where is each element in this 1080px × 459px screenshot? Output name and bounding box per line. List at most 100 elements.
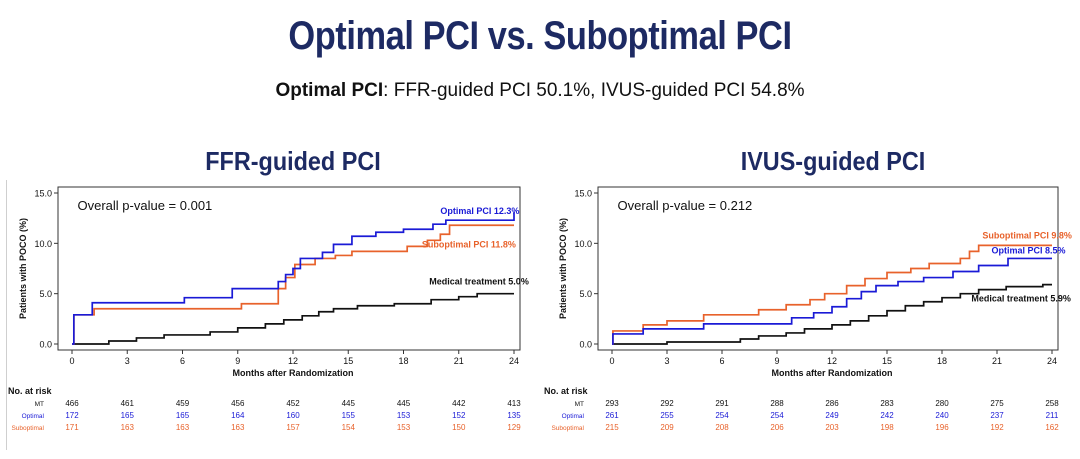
left-divider — [6, 180, 7, 450]
mt-survival-line — [612, 283, 1052, 345]
risk-value-optimal: 155 — [342, 411, 356, 420]
y-tick-label: 0.0 — [579, 340, 592, 350]
risk-row-label-mt: MT — [575, 401, 584, 408]
subtitle-rest: : FFR-guided PCI 50.1%, IVUS-guided PCI … — [383, 80, 805, 101]
mt-series-label: Medical treatment 5.9% — [971, 294, 1071, 304]
mt-series-label: Medical treatment 5.0% — [429, 277, 529, 287]
risk-row-label-mt: MT — [35, 401, 44, 408]
risk-value-mt: 459 — [176, 399, 190, 408]
suboptimal-series-label: Suboptimal PCI 9.8% — [982, 230, 1072, 240]
ivus-panel-title: IVUS-guided PCI — [740, 146, 926, 176]
risk-value-suboptimal: 150 — [452, 423, 466, 432]
risk-value-suboptimal: 162 — [1045, 423, 1059, 432]
risk-value-mt: 283 — [880, 399, 894, 408]
risk-value-optimal: 240 — [935, 411, 949, 420]
risk-value-mt: 292 — [660, 399, 674, 408]
y-axis-label: Patients with POCO (%) — [558, 218, 568, 319]
risk-value-mt: 445 — [397, 399, 411, 408]
risk-value-mt: 413 — [507, 399, 521, 408]
risk-value-mt: 280 — [935, 399, 949, 408]
risk-value-suboptimal: 129 — [507, 423, 521, 432]
risk-value-mt: 275 — [990, 399, 1004, 408]
risk-row-label-suboptimal: Suboptimal — [11, 425, 44, 432]
risk-value-mt: 445 — [342, 399, 356, 408]
risk-value-suboptimal: 215 — [605, 423, 619, 432]
risk-value-suboptimal: 203 — [825, 423, 839, 432]
risk-value-optimal: 211 — [1046, 411, 1059, 420]
risk-row-label-optimal: Optimal — [562, 413, 585, 420]
risk-value-optimal: 164 — [231, 411, 245, 420]
risk-value-suboptimal: 171 — [65, 423, 79, 432]
x-tick-label: 15 — [882, 356, 892, 366]
risk-value-suboptimal: 192 — [990, 423, 1004, 432]
risk-value-mt: 258 — [1045, 399, 1059, 408]
x-tick-label: 9 — [774, 356, 779, 366]
y-tick-label: 15.0 — [34, 189, 52, 199]
risk-value-optimal: 160 — [286, 411, 300, 420]
optimal-survival-line — [72, 212, 515, 345]
y-tick-label: 5.0 — [579, 289, 592, 299]
ffr-km-chart: 0.0 5.0 10.0 15.0 0 3 6 9 12 15 18 21 24 Months after… — [8, 186, 529, 432]
risk-value-suboptimal: 163 — [121, 423, 135, 432]
risk-table-header: No. at risk — [8, 386, 53, 396]
x-axis-label: Months after Randomization — [772, 368, 893, 378]
risk-value-suboptimal: 198 — [880, 423, 894, 432]
y-tick-label: 10.0 — [34, 239, 52, 249]
x-tick-label: 12 — [827, 356, 837, 366]
risk-value-mt: 288 — [770, 399, 784, 408]
risk-value-suboptimal: 196 — [935, 423, 949, 432]
risk-value-optimal: 254 — [715, 411, 729, 420]
x-tick-label: 0 — [69, 356, 74, 366]
risk-value-optimal: 172 — [65, 411, 79, 420]
risk-value-mt: 461 — [121, 399, 135, 408]
risk-value-optimal: 249 — [825, 411, 839, 420]
x-tick-label: 3 — [664, 356, 669, 366]
p-value-annotation: Overall p-value = 0.212 — [618, 198, 753, 213]
risk-value-optimal: 135 — [507, 411, 521, 420]
risk-value-mt: 293 — [605, 399, 619, 408]
risk-value-suboptimal: 163 — [176, 423, 190, 432]
risk-table-header: No. at risk — [544, 386, 589, 396]
y-axis-label: Patients with POCO (%) — [18, 218, 28, 319]
x-tick-label: 24 — [1047, 356, 1057, 366]
x-tick-label: 18 — [937, 356, 947, 366]
risk-value-optimal: 165 — [176, 411, 190, 420]
y-tick-label: 5.0 — [39, 289, 52, 299]
slide-title: Optimal PCI vs. Suboptimal PCI — [288, 14, 792, 58]
risk-value-mt: 452 — [286, 399, 300, 408]
risk-value-suboptimal: 153 — [397, 423, 411, 432]
risk-value-mt: 466 — [65, 399, 79, 408]
y-tick-label: 10.0 — [574, 239, 592, 249]
optimal-survival-line — [612, 257, 1052, 345]
plot-frame — [597, 186, 1059, 351]
suboptimal-survival-line — [72, 224, 514, 345]
x-tick-label: 24 — [509, 356, 519, 366]
risk-value-suboptimal: 154 — [342, 423, 356, 432]
risk-value-suboptimal: 163 — [231, 423, 245, 432]
subtitle-bold: Optimal PCI — [275, 80, 384, 101]
risk-row-label-optimal: Optimal — [22, 413, 45, 420]
risk-value-optimal: 165 — [121, 411, 135, 420]
risk-value-optimal: 237 — [990, 411, 1004, 420]
y-tick-label: 0.0 — [39, 340, 52, 350]
x-tick-label: 9 — [235, 356, 240, 366]
risk-value-mt: 456 — [231, 399, 245, 408]
x-tick-label: 21 — [992, 356, 1002, 366]
risk-value-optimal: 255 — [660, 411, 674, 420]
x-tick-label: 18 — [398, 356, 408, 366]
x-tick-label: 0 — [609, 356, 614, 366]
x-tick-label: 6 — [180, 356, 185, 366]
risk-value-suboptimal: 209 — [660, 423, 674, 432]
x-tick-label: 6 — [719, 356, 724, 366]
risk-value-optimal: 153 — [397, 411, 411, 420]
ivus-km-chart: 0.0 5.0 10.0 15.0 0 3 6 9 12 15 18 21 24 Months after… — [544, 186, 1072, 432]
y-tick-label: 15.0 — [574, 189, 592, 199]
plot-frame — [57, 186, 521, 351]
risk-row-label-suboptimal: Suboptimal — [551, 425, 584, 432]
optimal-series-label: Optimal PCI 12.3% — [440, 206, 519, 216]
risk-value-suboptimal: 208 — [715, 423, 729, 432]
risk-value-optimal: 254 — [770, 411, 784, 420]
x-axis-label: Months after Randomization — [233, 368, 354, 378]
risk-value-suboptimal: 157 — [286, 423, 300, 432]
mt-survival-line — [72, 292, 514, 345]
